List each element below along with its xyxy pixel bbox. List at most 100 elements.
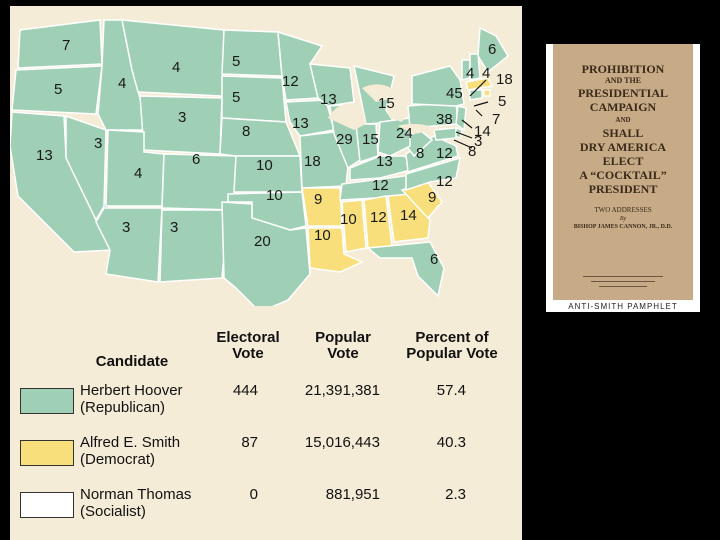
- candidate-party: (Republican): [80, 399, 166, 416]
- electoral-votes-md: 8: [468, 143, 476, 160]
- state-tx: [221, 201, 311, 306]
- pamphlet-by: By: [619, 216, 627, 222]
- electoral-votes-wv: 8: [416, 145, 424, 162]
- candidate-name-text: Norman Thomas: [80, 486, 192, 503]
- pamphlet-subtitle: TWO ADDRESSES: [594, 206, 652, 214]
- electoral-votes-ma: 18: [496, 71, 513, 88]
- electoral-votes-co: 6: [192, 151, 200, 168]
- electoral-votes-or: 5: [54, 81, 62, 98]
- state-la: [307, 227, 364, 273]
- popular-vote-value: 15,016,443: [304, 434, 380, 451]
- state-mo: [299, 131, 349, 189]
- percent-value: 40.3: [436, 434, 466, 451]
- pamphlet-caption: ANTI-SMITH PAMPHLET: [568, 302, 678, 311]
- us-electoral-map: 7513434343635581010201213189101329151513…: [10, 19, 513, 306]
- header-popular-vote: Popular Vote: [315, 329, 371, 362]
- electoral-votes-in: 15: [362, 131, 379, 148]
- state-nj: [455, 105, 467, 132]
- electoral-votes-pa: 38: [436, 111, 453, 128]
- electoral-votes-ia: 13: [292, 115, 309, 132]
- state-ia: [285, 99, 335, 137]
- electoral-vote-value: 0: [249, 486, 258, 503]
- state-nc: [405, 156, 461, 192]
- electoral-votes-ok: 10: [266, 187, 283, 204]
- electoral-votes-ct: 7: [492, 111, 500, 128]
- pamphlet-title-line: PROHIBITION: [581, 62, 665, 76]
- pamphlet-question-line: SHALL: [602, 126, 644, 140]
- electoral-votes-al: 12: [370, 209, 387, 226]
- candidate-party: (Democrat): [80, 451, 156, 468]
- percent-value: 2.3: [445, 486, 466, 503]
- state-nv: [65, 114, 107, 222]
- electoral-vote-value: 444: [232, 382, 258, 399]
- pamphlet-title-line: PRESIDENTIAL: [577, 86, 669, 100]
- electoral-votes-nd: 5: [232, 53, 240, 70]
- state-nm: [159, 209, 229, 283]
- candidate-name-text: Alfred E. Smith: [80, 434, 181, 451]
- electoral-votes-mo: 18: [304, 153, 321, 170]
- header-percent-popular-vote: Percent of Popular Vote: [406, 329, 498, 362]
- electoral-votes-sc: 9: [428, 189, 436, 206]
- table-row: Herbert Hoover (Republican) 444 21,391,3…: [10, 380, 522, 432]
- electoral-votes-ri: 5: [498, 93, 506, 110]
- state-ne: [219, 117, 302, 157]
- table-row: Norman Thomas (Socialist) 0 881,951 2.3: [10, 484, 522, 536]
- electoral-votes-ms: 10: [340, 211, 357, 228]
- electoral-votes-de: 3: [474, 133, 482, 150]
- candidate-name: Norman Thomas (Socialist): [80, 486, 191, 520]
- electoral-votes-la: 10: [314, 227, 331, 244]
- electoral-vote-value: 87: [241, 434, 258, 451]
- electoral-votes-ny: 45: [446, 85, 463, 102]
- candidate-name: Alfred E. Smith (Democrat): [80, 434, 180, 468]
- popular-vote-value: 881,951: [325, 486, 380, 503]
- electoral-votes-ut: 4: [134, 165, 142, 182]
- state-nh: [469, 53, 481, 81]
- state-ny: [411, 65, 465, 107]
- electoral-votes-ky: 13: [376, 153, 393, 170]
- pamphlet-title-line: AND THE: [604, 76, 642, 85]
- header-electoral-vote: Electoral Vote: [216, 329, 280, 362]
- electoral-votes-nj: 14: [474, 123, 491, 140]
- candidate-name-text: Herbert Hoover: [80, 382, 183, 399]
- electoral-votes-az: 3: [122, 219, 130, 236]
- header-candidate: Candidate: [95, 353, 169, 370]
- legend-swatch: [20, 492, 74, 518]
- electoral-votes-il: 29: [336, 131, 353, 148]
- electoral-votes-nh: 4: [482, 65, 490, 82]
- electoral-votes-wa: 7: [62, 37, 70, 54]
- state-nd: [221, 29, 283, 77]
- legend-swatch: [20, 440, 74, 466]
- electoral-votes-ar: 9: [314, 191, 322, 208]
- electoral-votes-sd: 5: [232, 89, 240, 106]
- state-mt: [121, 19, 225, 97]
- legend-swatch: [20, 388, 74, 414]
- anti-smith-pamphlet: PROHIBITION AND THE PRESIDENTIAL CAMPAIG…: [546, 44, 700, 312]
- state-ri: [483, 89, 491, 97]
- state-ar: [301, 187, 343, 227]
- table-row: Alfred E. Smith (Democrat) 87 15,016,443…: [10, 432, 522, 484]
- electoral-votes-vt: 4: [466, 65, 474, 82]
- publisher-line: [583, 276, 663, 277]
- electoral-votes-nv: 3: [94, 135, 102, 152]
- electoral-votes-ks: 10: [256, 157, 273, 174]
- great-lakes: [328, 84, 436, 134]
- electoral-votes-me: 6: [488, 41, 496, 58]
- state-md: [433, 127, 457, 141]
- electoral-votes-tn: 12: [372, 177, 389, 194]
- electoral-votes-va: 12: [436, 145, 453, 162]
- electoral-votes-mt: 4: [172, 59, 180, 76]
- electoral-votes-wy: 3: [178, 109, 186, 126]
- electoral-votes-wi: 13: [320, 91, 337, 108]
- electoral-votes-ca: 13: [36, 147, 53, 164]
- pamphlet-question-line: DRY AMERICA: [579, 140, 667, 154]
- electoral-votes-ga: 14: [400, 207, 417, 224]
- electoral-votes-nm: 3: [170, 219, 178, 236]
- pamphlet-question-line: A “COCKTAIL”: [579, 168, 667, 182]
- candidate-name: Herbert Hoover (Republican): [80, 382, 183, 416]
- pamphlet-title-line: CAMPAIGN: [589, 100, 657, 114]
- electoral-votes-oh: 24: [396, 125, 413, 142]
- publisher-line: [599, 286, 647, 287]
- electoral-votes-ne: 8: [242, 123, 250, 140]
- state-me: [477, 26, 509, 74]
- electoral-votes-mi: 15: [378, 95, 395, 112]
